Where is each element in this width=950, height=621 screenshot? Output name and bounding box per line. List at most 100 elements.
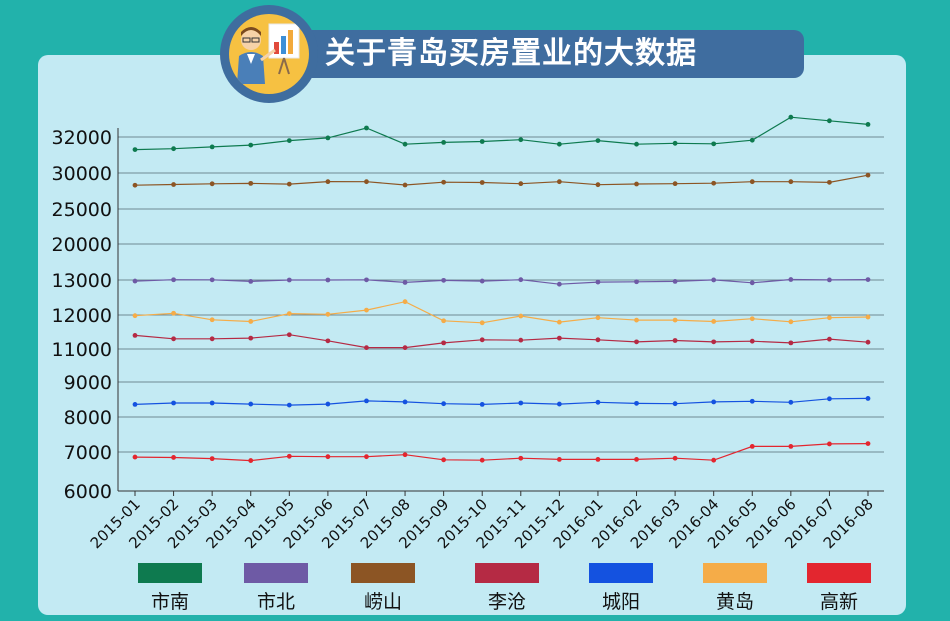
- data-point: [865, 314, 871, 320]
- data-point: [209, 181, 215, 187]
- data-point: [749, 280, 755, 286]
- data-point: [479, 278, 485, 284]
- data-point: [827, 396, 832, 402]
- data-point: [634, 279, 639, 285]
- data-point: [441, 179, 447, 185]
- legend-item: 市北: [244, 563, 310, 613]
- legend-item: 黄岛: [703, 563, 769, 613]
- data-point: [248, 458, 254, 463]
- data-point: [556, 179, 562, 185]
- data-point: [556, 281, 562, 287]
- data-point: [711, 319, 717, 324]
- data-point: [248, 279, 254, 284]
- data-point: [634, 400, 639, 406]
- data-point: [209, 144, 215, 150]
- data-point: [865, 172, 871, 178]
- data-point: [325, 179, 331, 185]
- title-banner: [232, 30, 804, 78]
- data-point: [827, 441, 832, 447]
- data-point: [248, 335, 254, 341]
- data-point: [595, 279, 601, 285]
- data-point: [286, 402, 292, 408]
- data-point: [325, 135, 331, 141]
- data-point: [248, 401, 254, 407]
- legend-swatch: [138, 563, 202, 583]
- data-point: [518, 137, 524, 143]
- data-point: [325, 277, 331, 283]
- data-point: [749, 316, 755, 322]
- data-point: [672, 140, 678, 146]
- data-point: [749, 137, 755, 143]
- data-point: [479, 320, 485, 326]
- data-point: [749, 398, 755, 404]
- data-point: [171, 336, 176, 342]
- data-point: [364, 307, 369, 313]
- data-point: [364, 125, 369, 131]
- data-point: [518, 181, 524, 187]
- data-point: [711, 141, 717, 147]
- data-point: [788, 399, 794, 405]
- data-point: [441, 401, 447, 407]
- y-tick-label: 6000: [64, 481, 112, 503]
- data-point: [209, 277, 215, 283]
- data-point: [402, 182, 408, 188]
- y-tick-label: 9000: [64, 372, 112, 394]
- data-point: [132, 147, 138, 153]
- data-point: [479, 139, 485, 144]
- y-tick-label: 30000: [52, 163, 112, 185]
- data-point: [364, 179, 369, 185]
- data-point: [286, 181, 292, 187]
- y-tick-label: 32000: [52, 127, 112, 149]
- data-point: [286, 311, 292, 316]
- data-point: [595, 315, 601, 321]
- data-point: [286, 332, 292, 338]
- data-point: [711, 180, 717, 186]
- data-point: [711, 399, 717, 405]
- data-point: [209, 336, 215, 342]
- data-point: [402, 452, 408, 458]
- series-line: [134, 278, 869, 285]
- data-point: [556, 319, 562, 325]
- data-point: [441, 457, 447, 463]
- series-line: [134, 301, 869, 324]
- data-point: [402, 141, 408, 147]
- data-point: [672, 181, 678, 187]
- legend-label: 黄岛: [715, 591, 754, 613]
- legend-swatch: [351, 563, 415, 583]
- series-line: [134, 443, 869, 462]
- data-point: [132, 333, 138, 338]
- data-point: [325, 401, 331, 407]
- data-point: [325, 338, 331, 344]
- data-point: [788, 340, 794, 346]
- data-point: [634, 181, 639, 187]
- data-point: [325, 454, 331, 460]
- presenter-logo: [229, 14, 309, 94]
- data-point: [865, 122, 871, 127]
- data-point: [479, 180, 485, 185]
- legend-item: 城阳: [589, 563, 655, 613]
- data-point: [441, 277, 447, 283]
- data-point: [479, 457, 485, 463]
- series-line: [134, 397, 869, 406]
- data-point: [634, 141, 639, 147]
- data-point: [749, 179, 755, 185]
- data-point: [171, 182, 176, 187]
- data-point: [286, 277, 292, 283]
- data-point: [171, 400, 176, 406]
- data-point: [248, 142, 254, 148]
- data-point: [865, 441, 871, 446]
- data-point: [672, 317, 678, 323]
- data-point: [209, 317, 215, 323]
- data-point: [518, 400, 524, 406]
- series-line: [134, 174, 869, 186]
- data-point: [556, 457, 562, 462]
- data-point: [556, 335, 562, 341]
- data-point: [827, 179, 832, 185]
- data-point: [595, 457, 601, 462]
- data-point: [634, 317, 639, 323]
- data-point: [595, 337, 601, 343]
- data-point: [248, 319, 254, 324]
- y-tick-label: 8000: [64, 407, 112, 429]
- legend-label: 市北: [256, 591, 295, 613]
- legend-swatch: [244, 563, 308, 583]
